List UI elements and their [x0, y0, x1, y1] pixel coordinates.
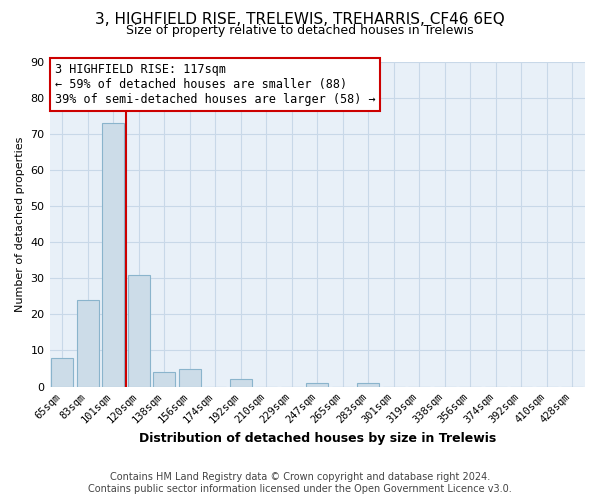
- Text: Size of property relative to detached houses in Trelewis: Size of property relative to detached ho…: [126, 24, 474, 37]
- Bar: [307, 383, 328, 386]
- X-axis label: Distribution of detached houses by size in Trelewis: Distribution of detached houses by size …: [139, 432, 496, 445]
- Text: 3, HIGHFIELD RISE, TRELEWIS, TREHARRIS, CF46 6EQ: 3, HIGHFIELD RISE, TRELEWIS, TREHARRIS, …: [95, 12, 505, 28]
- Bar: [77, 300, 98, 386]
- Bar: [128, 274, 149, 386]
- Bar: [179, 368, 200, 386]
- Bar: [230, 380, 251, 386]
- Bar: [52, 358, 73, 386]
- Bar: [103, 123, 124, 386]
- Text: Contains HM Land Registry data © Crown copyright and database right 2024.
Contai: Contains HM Land Registry data © Crown c…: [88, 472, 512, 494]
- Y-axis label: Number of detached properties: Number of detached properties: [15, 136, 25, 312]
- Bar: [358, 383, 379, 386]
- Bar: [154, 372, 175, 386]
- Text: 3 HIGHFIELD RISE: 117sqm
← 59% of detached houses are smaller (88)
39% of semi-d: 3 HIGHFIELD RISE: 117sqm ← 59% of detach…: [55, 63, 376, 106]
